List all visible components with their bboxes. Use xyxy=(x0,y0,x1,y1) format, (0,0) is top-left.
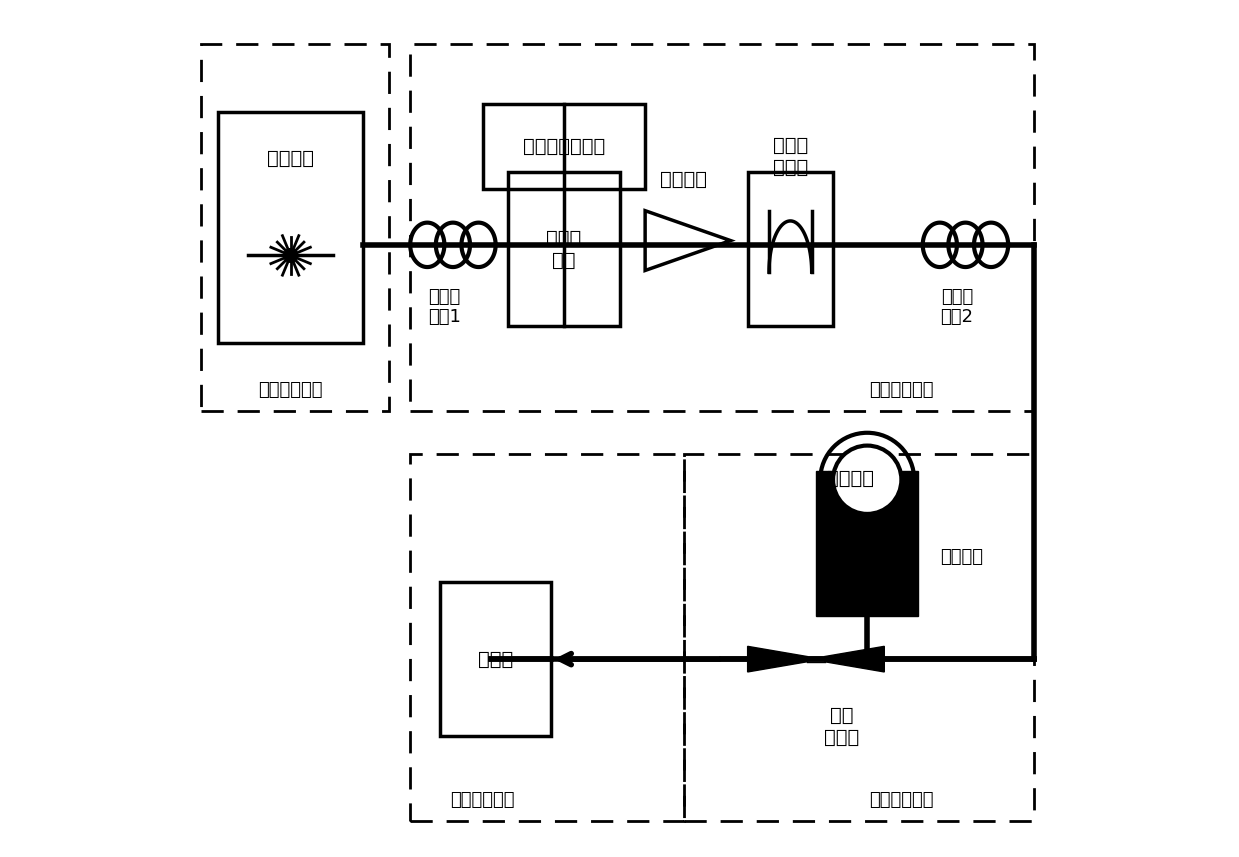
Polygon shape xyxy=(824,646,885,672)
Bar xyxy=(508,172,620,326)
Text: 泵浦调制模块: 泵浦调制模块 xyxy=(869,381,934,399)
Text: 泵浦激光: 泵浦激光 xyxy=(268,149,315,168)
Circle shape xyxy=(833,446,902,514)
Text: 光放大器: 光放大器 xyxy=(660,171,707,189)
Text: 输出监测模块: 输出监测模块 xyxy=(451,791,515,809)
Text: 光学微腔模块: 光学微腔模块 xyxy=(869,791,934,809)
Text: 微腔
耦合器: 微腔 耦合器 xyxy=(824,706,859,747)
Bar xyxy=(747,172,833,326)
Bar xyxy=(817,471,918,616)
Circle shape xyxy=(284,249,297,262)
Text: 控温控器: 控温控器 xyxy=(940,548,983,566)
Bar xyxy=(410,44,1033,411)
Text: 光带通
滤波器: 光带通 滤波器 xyxy=(773,135,808,177)
Text: 光谱仪: 光谱仪 xyxy=(478,650,513,668)
Bar xyxy=(684,454,1033,822)
Text: 泵浦激光模块: 泵浦激光模块 xyxy=(259,381,323,399)
Text: 光学微腔: 光学微腔 xyxy=(826,470,873,488)
Text: 偏振控
制器2: 偏振控 制器2 xyxy=(940,288,974,327)
Text: 正弦信号发生器: 正弦信号发生器 xyxy=(523,137,605,156)
Bar xyxy=(218,112,363,343)
Bar xyxy=(201,44,389,411)
Bar xyxy=(483,104,646,189)
Text: 相位调
制器: 相位调 制器 xyxy=(546,229,581,270)
Bar xyxy=(440,582,551,736)
Bar xyxy=(410,454,684,822)
Text: 偏振控
制器1: 偏振控 制器1 xyxy=(427,288,461,327)
Polygon shape xyxy=(747,646,808,672)
